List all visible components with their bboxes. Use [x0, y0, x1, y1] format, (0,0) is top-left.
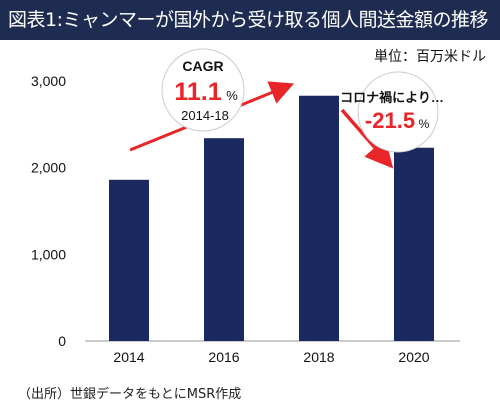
bar-2014: [109, 179, 149, 341]
title-bar: 図表1:ミャンマーが国外から受け取る個人間送金額の推移: [0, 0, 500, 40]
chart-title: 図表1:ミャンマーが国外から受け取る個人間送金額の推移: [8, 9, 489, 31]
cagr-value: 11.1: [174, 78, 221, 106]
x-tick-label: 2018: [303, 349, 334, 365]
unit-label: 単位：百万米ドル: [374, 49, 486, 65]
y-tick-label: 2,000: [31, 160, 66, 176]
y-tick-label: 1,000: [31, 246, 66, 262]
cagr-period: 2014-18: [181, 108, 229, 123]
x-tick-label: 2020: [398, 349, 429, 365]
bar-2020: [394, 147, 434, 341]
decline-arrow: [340, 108, 394, 169]
covid-label: コロナ禍により…: [340, 90, 444, 105]
covid-value: -21.5: [365, 108, 415, 133]
x-tick-label: 2016: [208, 349, 239, 365]
y-tick-label: 3,000: [31, 73, 66, 89]
covid-unit: %: [419, 117, 430, 131]
cagr-unit: %: [226, 88, 238, 103]
bar-2018: [299, 95, 339, 341]
x-tick-label: 2014: [113, 349, 144, 365]
cagr-label: CAGR: [182, 58, 223, 74]
bar-2016: [204, 138, 244, 341]
source-note: （出所）世銀データをもとにMSR作成: [18, 387, 242, 402]
covid-bubble: [357, 71, 439, 153]
cagr-bubble: [161, 48, 245, 132]
y-tick-label: 0: [58, 333, 66, 349]
